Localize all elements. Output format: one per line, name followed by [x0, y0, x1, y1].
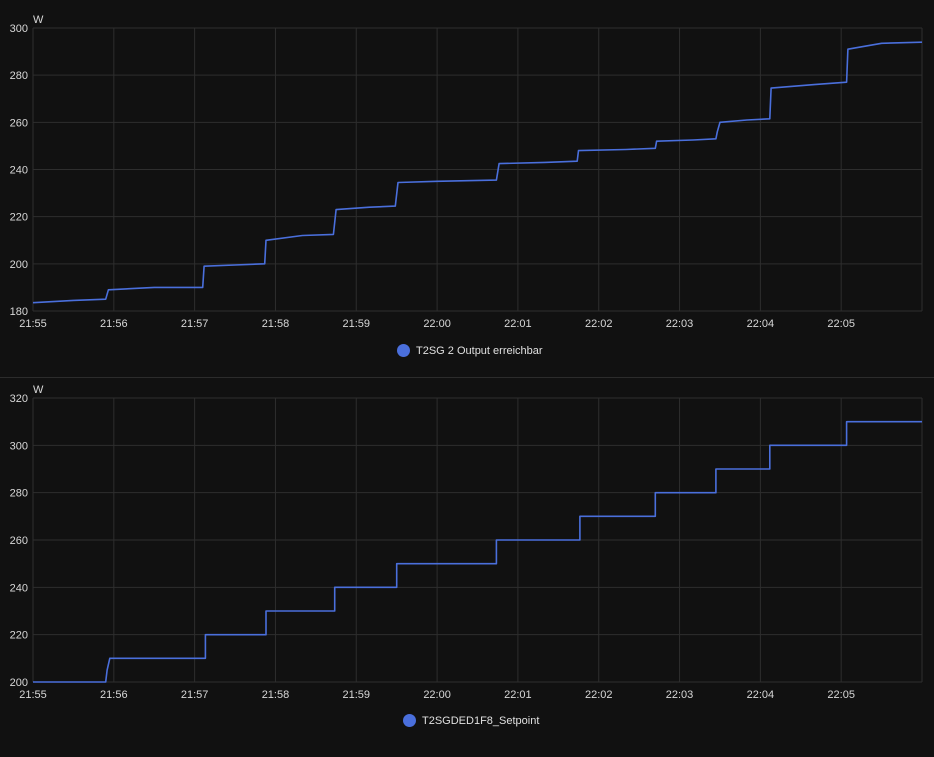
y-tick-label: 240: [10, 582, 28, 594]
x-tick-label: 21:58: [262, 689, 290, 701]
x-tick-label: 22:04: [747, 689, 775, 701]
x-tick-label: 21:57: [181, 318, 209, 330]
legend-label: T2SGDED1F8_Setpoint: [422, 714, 540, 727]
series-line: [32, 41, 923, 304]
legend-dot-icon: [397, 344, 410, 357]
y-tick-label: 300: [10, 440, 28, 452]
x-tick-label: 22:03: [666, 689, 694, 701]
x-tick-label: 21:58: [262, 318, 290, 330]
legend-setpoint[interactable]: T2SGDED1F8_Setpoint: [403, 714, 539, 727]
x-tick-label: 22:02: [585, 318, 613, 330]
legend-output[interactable]: T2SG 2 Output erreichbar: [397, 344, 543, 357]
y-tick-label: 200: [10, 677, 28, 689]
y-unit-label: W: [33, 14, 44, 26]
section-divider: [0, 377, 934, 378]
y-tick-label: 300: [10, 23, 28, 35]
x-tick-label: 22:04: [747, 318, 775, 330]
x-tick-label: 22:03: [666, 318, 694, 330]
x-tick-label: 22:02: [585, 689, 613, 701]
x-tick-label: 21:55: [19, 689, 47, 701]
legend-dot-icon: [403, 714, 416, 727]
x-tick-label: 22:00: [423, 318, 451, 330]
x-tick-label: 21:55: [19, 318, 47, 330]
x-tick-label: 22:05: [827, 318, 855, 330]
chart-output: W 180 200 220 240 260 280 300 21:55 21:56 21:57 21:…: [10, 14, 923, 330]
y-tick-label: 280: [10, 70, 28, 82]
x-tick-label: 21:59: [343, 689, 371, 701]
x-tick-label: 21:56: [100, 689, 128, 701]
legend-label: T2SG 2 Output erreichbar: [416, 344, 543, 357]
x-tick-label: 22:05: [827, 689, 855, 701]
y-tick-label: 240: [10, 165, 28, 177]
y-tick-label: 320: [10, 393, 28, 405]
y-tick-label: 220: [10, 630, 28, 642]
y-tick-label: 220: [10, 212, 28, 224]
y-tick-label: 280: [10, 488, 28, 500]
y-tick-label: 260: [10, 117, 28, 129]
x-tick-label: 21:57: [181, 689, 209, 701]
x-tick-label: 21:56: [100, 318, 128, 330]
x-tick-label: 22:01: [504, 318, 532, 330]
y-tick-label: 180: [10, 306, 28, 318]
x-tick-label: 22:01: [504, 689, 532, 701]
series-line: [33, 420, 922, 683]
x-tick-label: 22:00: [423, 689, 451, 701]
chart-setpoint: W 200 220 240 260 280 300 320 21:55 21:56 21:57 21:…: [10, 384, 923, 701]
y-unit-label: W: [33, 384, 44, 396]
y-tick-label: 200: [10, 259, 28, 271]
x-tick-label: 21:59: [343, 318, 371, 330]
y-tick-label: 260: [10, 535, 28, 547]
